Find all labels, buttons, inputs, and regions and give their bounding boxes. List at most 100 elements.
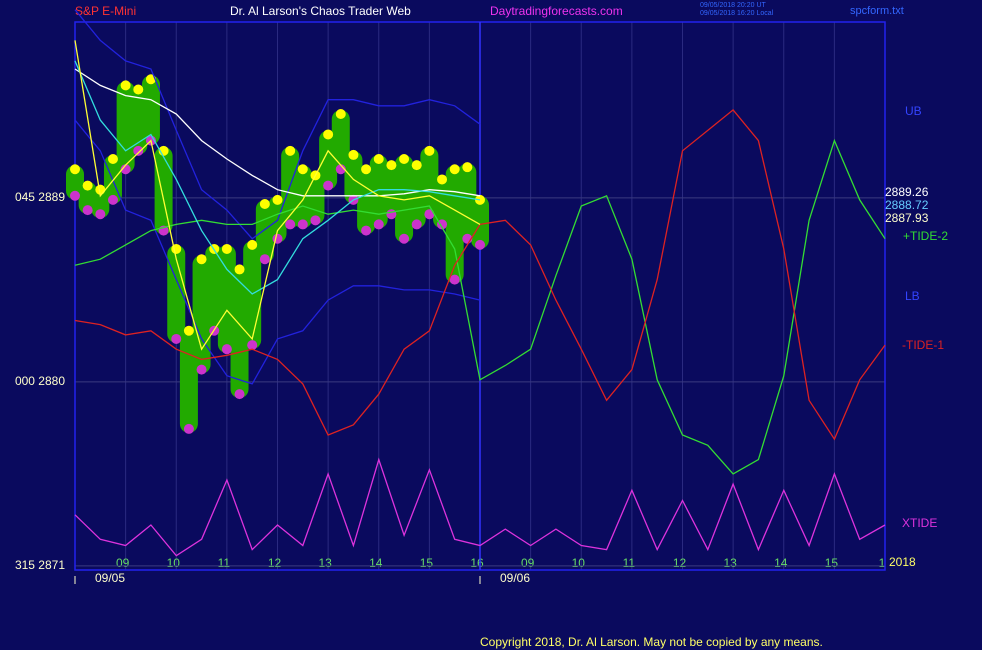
bar-low: [133, 145, 144, 156]
bar-high: [335, 109, 346, 120]
last-value: 2887.93: [885, 211, 929, 225]
last-value: 2889.26: [885, 185, 929, 199]
bar-low: [247, 340, 258, 351]
bar-high: [386, 160, 397, 171]
bar-low: [449, 274, 460, 285]
bar-low: [475, 239, 485, 250]
bar-high: [145, 74, 156, 85]
legend-label: +TIDE-2: [903, 229, 948, 243]
bar-low: [297, 219, 308, 230]
series-line: [74, 40, 481, 351]
legend-label: LB: [905, 289, 920, 303]
series-line: [74, 9, 481, 240]
bar-high: [196, 254, 207, 265]
date-label: 09/05: [95, 571, 125, 585]
x-tick-label: 10: [167, 556, 181, 570]
bar-low: [424, 209, 435, 220]
x-tick-label: 10: [572, 556, 586, 570]
price-bar: [471, 195, 489, 249]
bar-low: [399, 233, 410, 244]
bar-low: [171, 333, 182, 344]
bar-high: [297, 164, 308, 175]
bar-high: [449, 164, 460, 175]
legend-label: -TIDE-1: [902, 338, 944, 352]
bar-high: [361, 164, 372, 175]
bar-low: [221, 344, 232, 355]
bar-low: [323, 180, 334, 191]
x-tick-label: 11: [218, 556, 231, 570]
bar-high: [183, 325, 194, 336]
year-label: 2018: [889, 555, 916, 569]
bar-low: [272, 233, 283, 244]
bar-low: [361, 225, 372, 236]
x-tick-label: 15: [825, 556, 839, 570]
bar-high: [272, 194, 283, 205]
bar-high: [82, 180, 93, 191]
symbol: S&P E-Mini: [75, 4, 136, 18]
bar-low: [386, 209, 397, 220]
bar-high: [107, 154, 118, 164]
series-line: [74, 119, 481, 385]
y-tick-label: 315 2871: [15, 558, 65, 572]
bar-high: [399, 154, 410, 164]
bar-high: [373, 154, 384, 164]
price-bar: [154, 146, 173, 235]
bar-high: [120, 80, 131, 91]
bar-high: [221, 243, 232, 254]
bar-high: [424, 145, 435, 156]
bar-low: [285, 219, 296, 230]
y-tick-label: 045 2889: [15, 190, 65, 204]
bar-high: [285, 145, 296, 156]
bar-low: [95, 209, 106, 220]
chart-title: Dr. Al Larson's Chaos Trader Web: [230, 4, 411, 18]
bar-low: [70, 190, 80, 201]
last-value: 2888.72: [885, 198, 929, 212]
legend-label: UB: [905, 104, 922, 118]
series-line: [74, 60, 481, 295]
bar-low: [183, 423, 194, 434]
x-tick-label: 12: [268, 556, 282, 570]
bar-low: [82, 205, 93, 216]
bar-low: [196, 364, 207, 375]
copyright: Copyright 2018, Dr. Al Larson. May not b…: [480, 635, 823, 649]
legend-label: XTIDE: [902, 516, 937, 530]
bar-low: [335, 164, 346, 175]
file-name: spcform.txt: [850, 5, 904, 17]
timestamp: 09/05/2018 16:20 Local: [700, 10, 774, 17]
bar-high: [70, 164, 80, 175]
site: Daytradingforecasts.com: [490, 4, 623, 18]
x-tick-label: 09: [116, 556, 130, 570]
bar-high: [437, 174, 448, 185]
series-line: [74, 68, 481, 197]
bar-high: [323, 129, 334, 140]
x-tick-label: 16: [470, 556, 484, 570]
x-tick-label: 13: [318, 556, 332, 570]
bar-low: [107, 194, 118, 205]
bar-high: [411, 160, 422, 171]
x-tick-label: 1: [879, 556, 886, 570]
bar-low: [437, 219, 448, 230]
x-tick-label: 11: [623, 556, 636, 570]
x-tick-label: 12: [673, 556, 687, 570]
x-tick-label: 14: [774, 556, 788, 570]
bar-low: [234, 389, 245, 400]
bar-high: [259, 198, 270, 209]
bar-high: [348, 149, 359, 160]
x-tick-label: 15: [420, 556, 434, 570]
y-tick-label: 000 2880: [15, 374, 65, 388]
bar-low: [310, 215, 321, 226]
bar-low: [373, 219, 384, 230]
x-tick-label: 09: [521, 556, 535, 570]
date-label: 09/06: [500, 571, 530, 585]
x-tick-label: 14: [369, 556, 383, 570]
bar-low: [259, 254, 270, 265]
x-tick-label: 13: [723, 556, 737, 570]
series-line: [74, 457, 886, 557]
bar-low: [120, 164, 131, 175]
bar-high: [234, 264, 245, 275]
bar-low: [411, 219, 422, 230]
price-bar: [141, 75, 160, 145]
bar-high: [462, 162, 473, 173]
